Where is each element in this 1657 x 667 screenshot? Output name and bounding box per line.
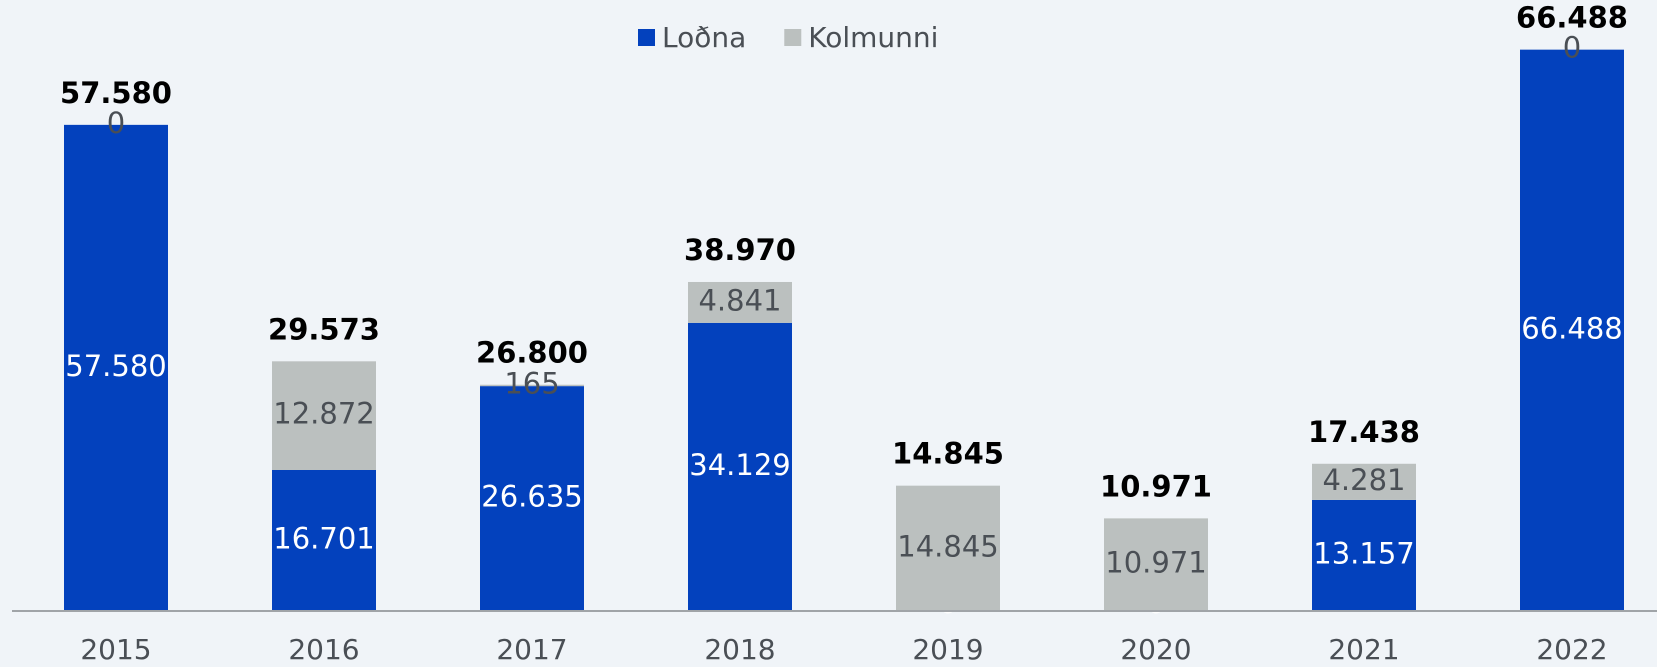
bar-segment <box>1104 518 1208 611</box>
total-label: 26.800 <box>476 336 588 370</box>
bar-segment <box>1312 499 1416 611</box>
segment-label: 34.129 <box>689 448 790 482</box>
segment-label: 0 <box>1563 31 1581 65</box>
segment-label: 57.580 <box>65 349 166 383</box>
total-label: 10.971 <box>1100 469 1212 503</box>
x-tick-label: 2019 <box>912 633 983 666</box>
total-label: 66.488 <box>1516 1 1628 35</box>
bar-segment <box>1520 49 1624 612</box>
segment-label: 4.281 <box>1322 463 1405 497</box>
bar-segment <box>272 361 376 470</box>
segment-label: 4.841 <box>698 283 781 317</box>
bar-segment <box>688 322 792 611</box>
total-label: 17.438 <box>1308 415 1420 449</box>
bar-segment <box>272 469 376 611</box>
bar-segment <box>896 485 1000 611</box>
segment-label: 16.701 <box>273 521 374 555</box>
total-label: 14.845 <box>892 437 1004 471</box>
segment-label: 0 <box>107 106 125 140</box>
x-tick-label: 2021 <box>1328 633 1399 666</box>
x-tick-label: 2015 <box>80 633 151 666</box>
legend-label: Loðna <box>662 21 746 54</box>
legend-swatch <box>784 29 802 46</box>
bar-segment <box>688 281 792 323</box>
total-label: 38.970 <box>684 233 796 267</box>
bar-segment <box>1312 463 1416 500</box>
legend-label: Kolmunni <box>808 21 938 54</box>
segment-label: 14.845 <box>897 529 998 563</box>
segment-label: 13.157 <box>1313 536 1414 570</box>
x-tick-label: 2017 <box>496 633 567 666</box>
segment-label: 10.971 <box>1105 546 1206 580</box>
x-tick-label: 2018 <box>704 633 775 666</box>
segment-label: 12.872 <box>273 397 374 431</box>
bar-segment <box>480 384 584 387</box>
legend-swatch <box>638 29 655 46</box>
x-tick-label: 2016 <box>288 633 359 666</box>
x-tick-label: 2020 <box>1120 633 1191 666</box>
total-label: 29.573 <box>268 312 380 346</box>
total-label: 57.580 <box>60 76 172 110</box>
bar-segment <box>480 386 584 611</box>
bar-segment <box>64 124 168 611</box>
x-tick-label: 2022 <box>1536 633 1607 666</box>
segment-label: 66.488 <box>1521 311 1622 345</box>
segment-label: 26.635 <box>481 480 582 514</box>
segment-label: 165 <box>504 366 559 400</box>
